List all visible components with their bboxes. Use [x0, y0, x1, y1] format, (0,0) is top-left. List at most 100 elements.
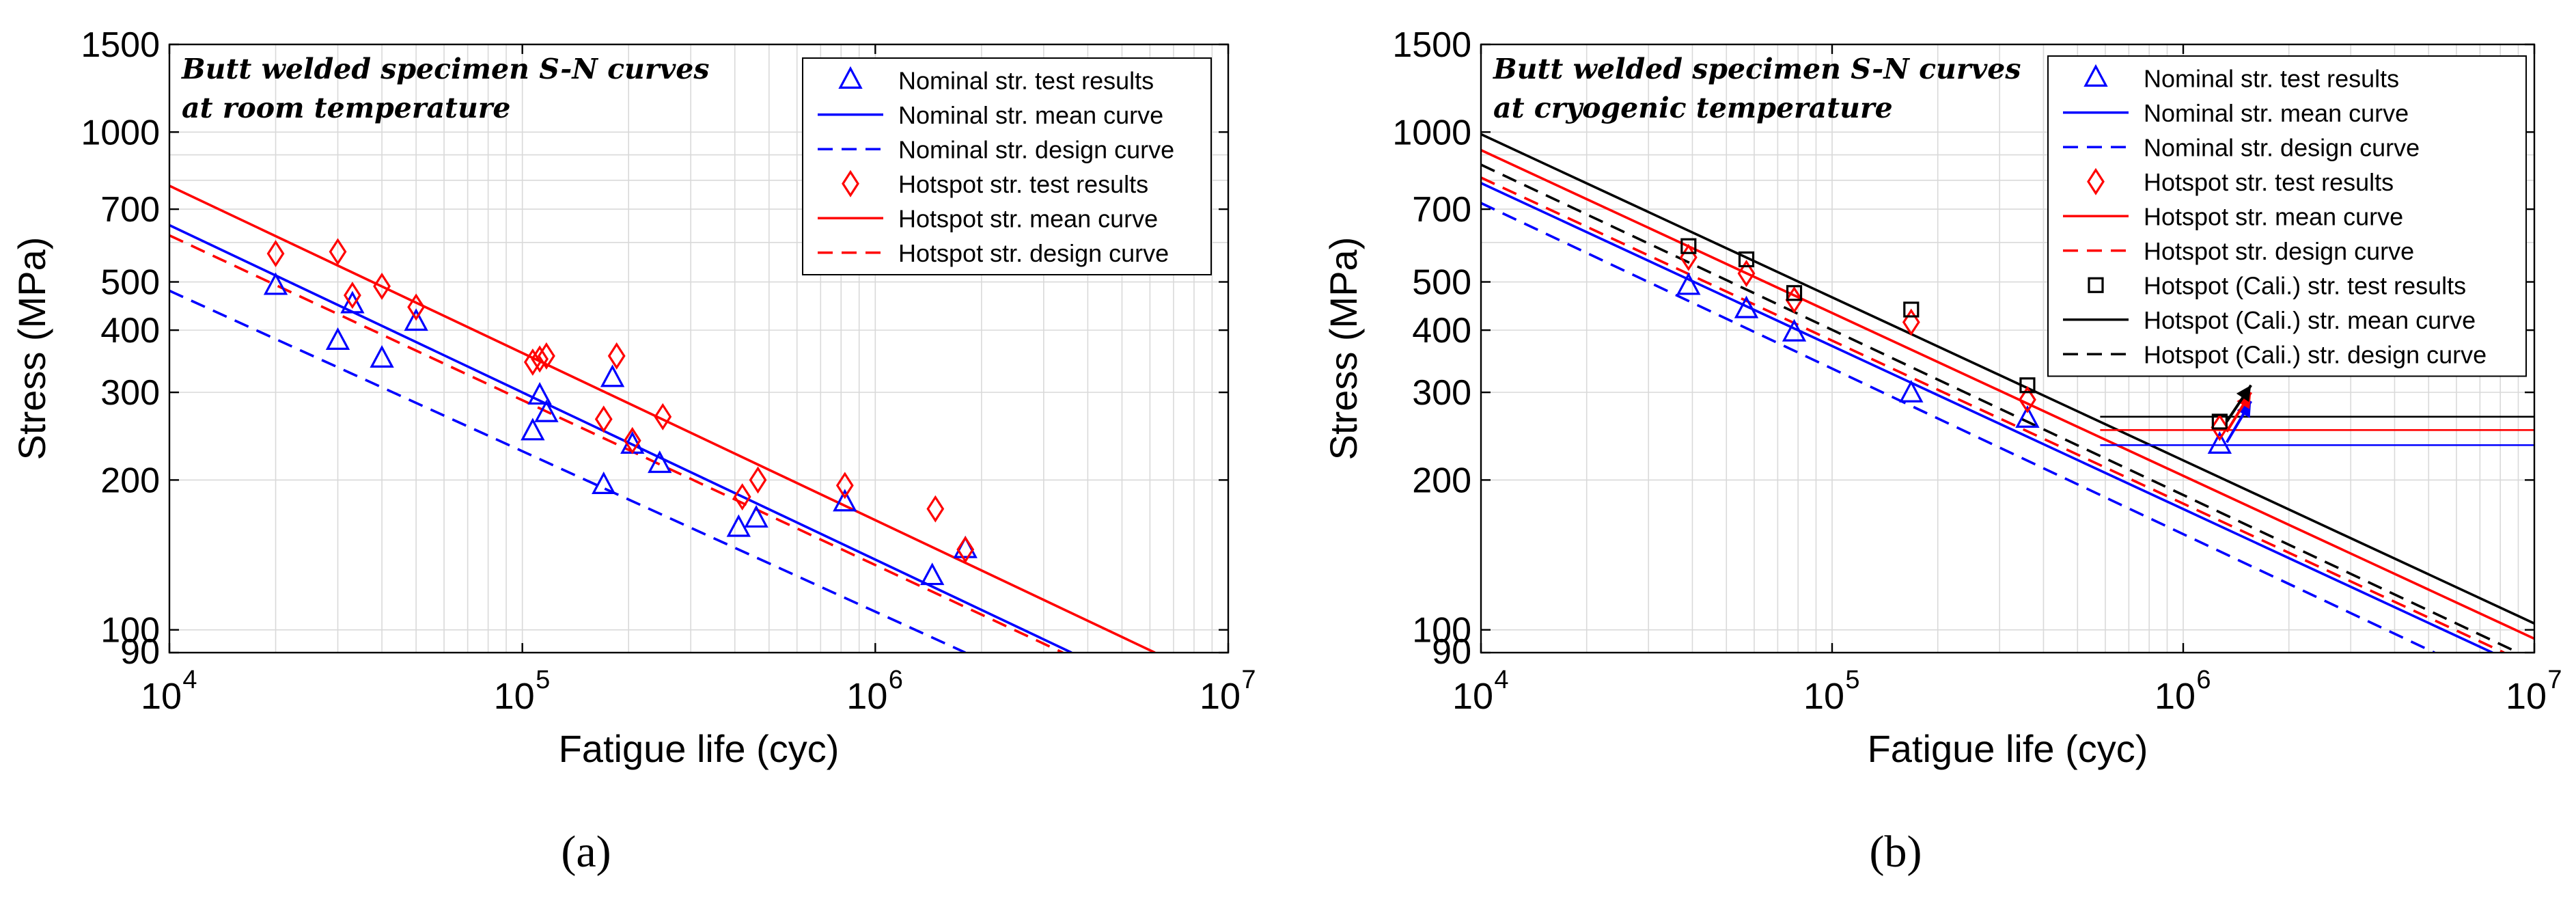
panel-a-series-0-point-6 [527, 382, 552, 405]
panel-a-legend-marker-0 [838, 66, 863, 89]
panel-a-series-0-point-11 [648, 450, 672, 474]
panel-a-ytick-label-1: 100 [100, 611, 160, 651]
panel-a-series-0-point-5 [521, 418, 545, 441]
panel-b-axes-box [1480, 43, 2536, 654]
panel-b-series-0-point-2 [1782, 318, 1807, 342]
panel-a-series-3-point-10 [623, 426, 641, 454]
panel-b-annotation-0: Butt welded specimen S-N curves [1493, 53, 2021, 85]
panel-b-legend-label-1: Nominal str. mean curve [2144, 99, 2409, 127]
panel-a-series-0-point-12 [726, 514, 751, 537]
panel-a-series-0-point-13 [744, 505, 768, 528]
panel-b-xlabel: Fatigue life (cyc) [1868, 727, 2148, 770]
panel-b-series-6-point-0 [1680, 238, 1697, 254]
panel-b-ytick-label-6: 700 [1412, 190, 1471, 230]
panel-a-series-0-point-14 [833, 489, 857, 512]
panel-b-legend-item-2: Nominal str. design curve [2063, 133, 2420, 161]
panel-b-ytick-label-5: 500 [1412, 263, 1471, 303]
panel-a-xtick-exp-1: 5 [536, 666, 550, 694]
panel-a-legend-label-3: Hotspot str. test results [898, 170, 1148, 198]
panel-a-series-0-point-2 [340, 290, 365, 314]
panel-b-legend-item-5: Hotspot str. design curve [2063, 237, 2414, 265]
panel-b-xtick-exp-1: 5 [1845, 666, 1859, 694]
panel-b-runout-arrow-2 [2225, 384, 2252, 423]
panel-a-series-0-point-4 [404, 308, 428, 331]
panel-a-series-3-point-8 [594, 405, 613, 433]
panel-a-series-3-point-11 [654, 403, 672, 431]
panel-b-legend-item-4: Hotspot str. mean curve [2063, 202, 2403, 230]
panel-a-series-0-point-7 [534, 399, 559, 422]
panel-b-ytick-label-1: 100 [1412, 611, 1471, 651]
panel-a-series-3-point-13 [749, 466, 767, 494]
panel-b-legend-label-3: Hotspot str. test results [2144, 168, 2394, 196]
panel-a-series-3-point-1 [329, 238, 347, 266]
panel-a-series-3-point-0 [266, 240, 285, 268]
panel-b-legend-label-2: Nominal str. design curve [2144, 133, 2420, 161]
panel-b-series-1-curve [1481, 182, 2493, 653]
panel-a-legend: Nominal str. test results Nominal str. me… [802, 57, 1212, 275]
panel-b-xtick-label-2: 10 [2155, 676, 2196, 717]
panel-a-legend-item-1: Nominal str. mean curve [818, 101, 1163, 129]
panel-a-legend-label-5: Hotspot str. design curve [898, 239, 1169, 267]
panel-a-legend-item-2: Nominal str. design curve [818, 135, 1174, 163]
panel-a-annotation-1: at room temperature [182, 92, 511, 124]
panel-a-ylabel: Stress (MPa) [10, 237, 53, 461]
panel-a-axes-box [168, 43, 1230, 654]
panel-b-series-7-curve [1481, 133, 2534, 625]
panel-a-series-3-point-3 [373, 272, 391, 300]
panel-a-series-3-point-4 [407, 293, 426, 321]
panel-b-legend-item-0: Nominal str. test results [2083, 64, 2399, 92]
panel-b-xtick-label-0: 10 [1452, 676, 1493, 717]
panel-a-series-3-point-14 [835, 472, 854, 500]
panel-b-legend-item-8: Hotspot (Cali.) str. design curve [2063, 340, 2487, 368]
panel-b-ylabel: Stress (MPa) [1322, 237, 1365, 461]
panel-a-xtick-exp-2: 6 [889, 666, 903, 694]
panel-a-series-1-curve [169, 223, 1072, 653]
panel-b-chart: 10 4 10 5 10 6 10 79010020030040050070010001500… [1322, 25, 2562, 770]
panel-b-series-5-curve [1481, 176, 2505, 653]
panel-b-xtick-exp-2: 6 [2196, 666, 2211, 694]
panel-b-legend-label-8: Hotspot (Cali.) str. design curve [2144, 340, 2487, 368]
panel-a-series-0-point-0 [263, 272, 288, 295]
panel-a-legend-marker-3 [842, 169, 859, 197]
panel-a-series-3-point-2 [343, 282, 361, 310]
panel-b-annotation-1: at cryogenic temperature [1493, 92, 1893, 124]
panel-a-series-3-point-6 [531, 345, 549, 373]
panel-a-series-3-point-9 [607, 342, 626, 370]
panel-a-legend-label-4: Hotspot str. mean curve [898, 204, 1158, 232]
panel-b-legend-item-7: Hotspot (Cali.) str. mean curve [2063, 306, 2476, 334]
panel-a-ytick-label-4: 400 [100, 311, 160, 351]
panel-a-chart: 10 4 10 5 10 6 10 79010020030040050070010001500… [10, 25, 1256, 770]
panel-a-series-3-point-12 [733, 483, 751, 511]
panel-b-series-6-point-2 [1786, 285, 1803, 301]
panel-a-ytick-label-7: 1000 [81, 113, 160, 152]
panel-b-ytick-label-4: 400 [1412, 311, 1471, 351]
panel-b-legend-marker-0 [2083, 64, 2108, 87]
panel-a-xtick-label-2: 10 [846, 676, 887, 717]
panel-b-series-3-point-4 [2019, 385, 2036, 413]
panel-b-plot-content [1481, 133, 2534, 653]
panel-b-series-3-point-3 [1902, 308, 1920, 336]
panel-a-ytick-label-8: 1500 [81, 25, 160, 65]
panel-a-xtick-exp-3: 7 [1241, 666, 1256, 694]
panel-a-xlabel: Fatigue life (cyc) [559, 727, 840, 770]
panel-a-series-0-point-9 [592, 472, 616, 495]
panel-b-xtick-label-3: 10 [2506, 676, 2547, 717]
panel-b-series-3-point-1 [1737, 260, 1756, 288]
panel-b-ticks [1480, 43, 2536, 654]
panel-b-ytick-label-3: 300 [1412, 373, 1471, 413]
panel-a-ytick-label-3: 300 [100, 373, 160, 413]
panel-a-legend-label-0: Nominal str. test results [898, 66, 1154, 94]
panel-b-legend-marker-6 [2088, 277, 2104, 293]
panel-b-series-0-point-1 [1734, 295, 1759, 318]
panel-a-ytick-label-5: 500 [100, 263, 160, 303]
panel-a-series-3-point-15 [926, 495, 945, 523]
panel-a-ytick-label-2: 200 [100, 461, 160, 500]
panel-b-ytick-label-2: 200 [1412, 461, 1471, 500]
panel-b-legend-marker-3 [2087, 167, 2105, 195]
panel-b-series-3-point-2 [1785, 286, 1803, 314]
panel-a-annotation-0: Butt welded specimen S-N curves [181, 53, 709, 85]
panel-b-legend-label-4: Hotspot str. mean curve [2144, 202, 2403, 230]
panel-a-ytick-label-6: 700 [100, 190, 160, 230]
panel-a-xtick-label-3: 10 [1200, 676, 1241, 717]
